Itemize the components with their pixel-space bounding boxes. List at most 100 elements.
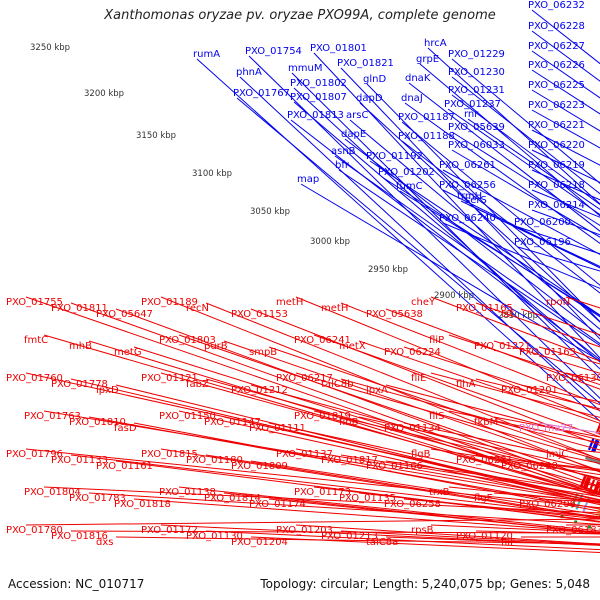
gene-label[interactable]: fliF	[501, 537, 516, 548]
gene-label[interactable]: PXO_01809	[231, 461, 288, 472]
gene-label[interactable]: PXO_01230	[448, 67, 505, 78]
gene-label[interactable]: PXO_06219	[528, 160, 585, 171]
gene-label[interactable]: PXO_01754	[245, 46, 302, 57]
gene-label[interactable]: metH	[276, 297, 303, 308]
gene-label[interactable]: PXO_01212	[231, 385, 288, 396]
gene-label[interactable]: trmH	[457, 191, 482, 202]
gene-label[interactable]: rpoN	[546, 297, 570, 308]
gene-label[interactable]: PXO_01161	[96, 461, 153, 472]
gene-label[interactable]: PXO_01231	[448, 85, 505, 96]
gene-label[interactable]: metX	[339, 341, 366, 352]
gene-label[interactable]: PXO_01816	[51, 531, 108, 542]
gene-label[interactable]: PXO_01153	[231, 309, 288, 320]
gene-label[interactable]: rumA	[193, 49, 220, 60]
gene-label[interactable]: fliE	[411, 373, 426, 384]
gene-label[interactable]: fkbM	[474, 417, 498, 428]
gene-label[interactable]: PXO_01204	[231, 537, 288, 548]
gene-label[interactable]: PXO_01760	[6, 373, 63, 384]
gene-label[interactable]: lpxD	[96, 385, 119, 396]
gene-label[interactable]: PXO_01221	[474, 341, 531, 352]
gene-label[interactable]: PXO_rna27	[519, 423, 573, 434]
gene-label[interactable]: PXO_01780	[6, 525, 63, 536]
gene-label[interactable]: PXO_06214	[528, 200, 585, 211]
gene-label[interactable]: fliS	[429, 411, 444, 422]
gene-label[interactable]: metH	[321, 303, 348, 314]
gene-label[interactable]: PXO_06258	[384, 499, 441, 510]
gene-label[interactable]: PXO_01188	[398, 131, 455, 142]
gene-label[interactable]: PXO_01137	[276, 449, 333, 460]
gene-label[interactable]: PXO_01767	[233, 88, 290, 99]
gene-label[interactable]: PXO_01163	[519, 347, 576, 358]
gene-label[interactable]: recN	[186, 303, 209, 314]
gene-label[interactable]: PXO_01778	[51, 379, 108, 390]
gene-label[interactable]: PXO_01133	[51, 455, 108, 466]
gene-label[interactable]: PXO_01763	[24, 411, 81, 422]
gene-label[interactable]: PXO_06224	[384, 347, 441, 358]
gene-label[interactable]: PXO_01180	[186, 455, 243, 466]
gene-label[interactable]: PXO_01202	[378, 167, 435, 178]
gene-label[interactable]: PXO_01801	[310, 43, 367, 54]
gene-label[interactable]: PXO_06227	[528, 41, 585, 52]
gene-label[interactable]: grpE	[416, 54, 439, 65]
gene-label[interactable]: metG	[114, 347, 142, 358]
gene-label[interactable]: flgB	[411, 449, 431, 460]
gene-label[interactable]: hrcA	[424, 38, 447, 49]
gene-label[interactable]: PXO_01804	[24, 487, 81, 498]
gene-label[interactable]: PXO_06228	[528, 21, 585, 32]
gene-label[interactable]: fabZ	[186, 379, 209, 390]
gene-label[interactable]: PXO_01147	[204, 417, 261, 428]
gene-label[interactable]: map	[297, 174, 319, 185]
gene-label[interactable]: PXO_01187	[398, 112, 455, 123]
gene-label[interactable]: arsC	[346, 110, 368, 121]
gene-label[interactable]: PXO_01807	[290, 92, 347, 103]
gene-label[interactable]: PXO_01111	[249, 423, 306, 434]
gene-label[interactable]: fumC	[396, 181, 423, 192]
gene-label[interactable]: PXO_06223	[528, 100, 585, 111]
gene-label[interactable]: PXO_01814	[204, 493, 261, 504]
gene-label[interactable]: fliP	[429, 335, 444, 346]
gene-label[interactable]: PXO_06240	[439, 213, 496, 224]
gene-label[interactable]: PXO_05647	[96, 309, 153, 320]
gene-label[interactable]: PXO_01130	[186, 531, 243, 542]
gene-label[interactable]: mhB	[69, 341, 92, 352]
gene-label[interactable]: PXO_01803	[159, 335, 216, 346]
gene-label[interactable]: purB	[204, 341, 228, 352]
gene-label[interactable]: trxB	[429, 487, 450, 498]
gene-label[interactable]: PXO_06206	[519, 499, 576, 510]
gene-label[interactable]: PXO_06218	[528, 180, 585, 191]
gene-label[interactable]: flhA	[456, 379, 476, 390]
gene-label[interactable]: PXO_01189	[141, 297, 198, 308]
gene-label[interactable]: PXO_01173	[294, 487, 351, 498]
gene-label[interactable]: PXO_01811	[51, 303, 108, 314]
gene-label[interactable]: PXO_06238	[501, 461, 558, 472]
gene-label[interactable]: PXO_01815	[141, 449, 198, 460]
gene-label[interactable]: PXO_01201	[501, 385, 558, 396]
gene-label[interactable]: PXO_01138	[159, 487, 216, 498]
gene-label[interactable]: PXO_01229	[448, 49, 505, 60]
gene-label[interactable]: PXO_01165	[456, 303, 513, 314]
gene-label[interactable]: PXO_01203	[276, 525, 333, 536]
gene-label[interactable]: PXO_06196	[514, 237, 571, 248]
gene-label[interactable]: PXO_01813	[287, 110, 344, 121]
gene-label[interactable]: bfr	[335, 160, 350, 171]
gene-label[interactable]: lpxA	[366, 385, 388, 396]
gene-label[interactable]: PXO_01172	[141, 525, 198, 536]
gene-label[interactable]: flgE	[474, 493, 493, 504]
gene-label[interactable]: dxs	[96, 537, 113, 548]
gene-label[interactable]: PXO_01802	[290, 78, 347, 89]
gene-label[interactable]: PXO_06200	[514, 217, 571, 228]
gene-label[interactable]: PXO_06033	[448, 140, 505, 151]
gene-label[interactable]: PXO_06183	[546, 525, 600, 536]
gene-label[interactable]: PXO_01150	[159, 411, 216, 422]
gene-label[interactable]: PXO_01818	[114, 499, 171, 510]
gene-label[interactable]: PXO_01810	[69, 417, 126, 428]
gene-label[interactable]: dapE	[341, 129, 366, 140]
gene-label[interactable]: PXO_01120	[456, 531, 513, 542]
gene-label[interactable]: mmuM	[288, 63, 322, 74]
gene-label[interactable]: PXO_01796	[6, 449, 63, 460]
gene-label[interactable]: PXO_05639	[448, 122, 505, 133]
gene-label[interactable]: PXO_06261	[439, 160, 496, 171]
gene-label[interactable]: PXO_06220	[528, 140, 585, 151]
gene-label[interactable]: jmjC	[545, 449, 568, 460]
gene-label[interactable]: PXO_01213	[321, 531, 378, 542]
